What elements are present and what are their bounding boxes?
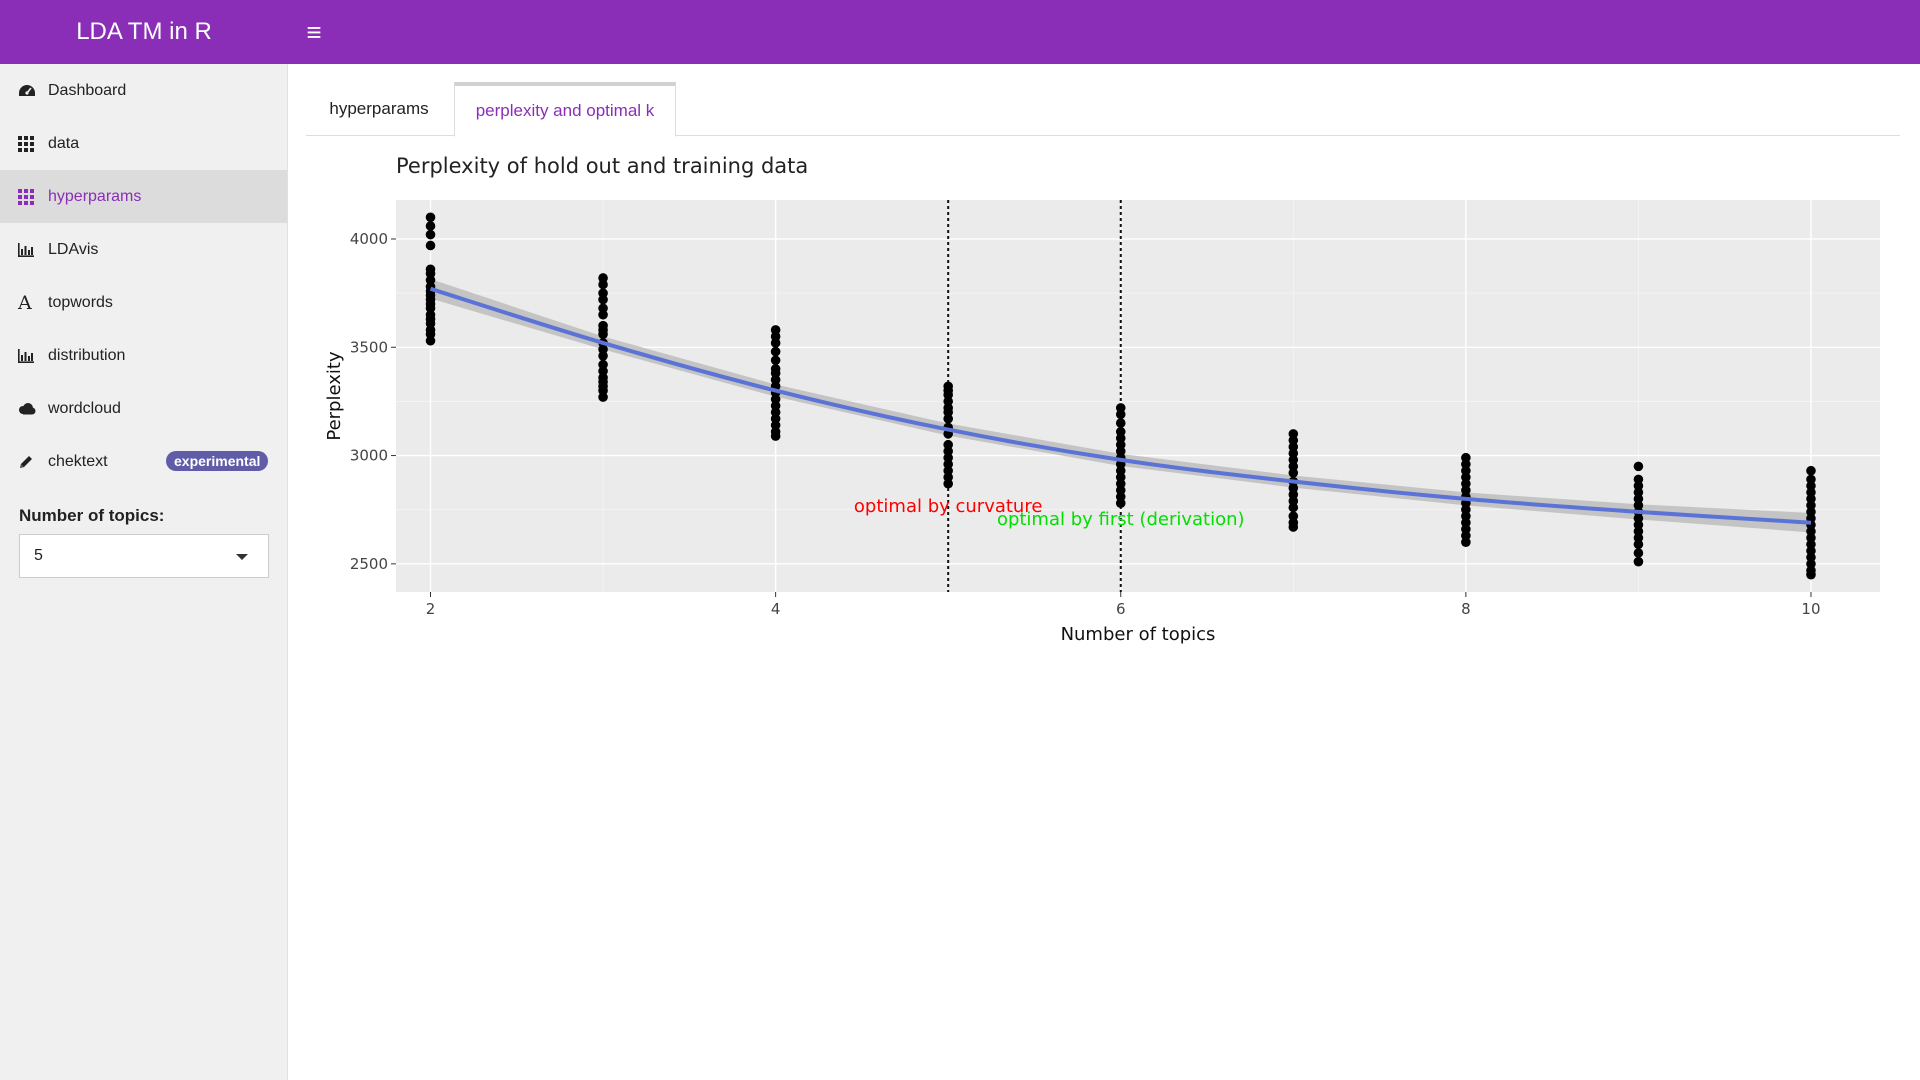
x-tick-label: 4 xyxy=(771,600,781,618)
x-tick-label: 10 xyxy=(1801,600,1820,618)
data-point xyxy=(770,338,781,348)
data-point xyxy=(425,229,436,240)
app-header: LDA TM in R ≡ xyxy=(0,0,1920,64)
y-axis-label: Perplexity xyxy=(324,351,345,441)
sidebar-item-label: data xyxy=(48,134,80,152)
chart-title: Perplexity of hold out and training data xyxy=(396,154,809,178)
sidebar-item-label: chektext xyxy=(48,452,108,470)
bar-chart-icon xyxy=(18,242,48,257)
main-content: hyperparams perplexity and optimal k Per… xyxy=(288,64,1920,1080)
x-tick-label: 2 xyxy=(426,600,436,618)
sidebar-item-chektext[interactable]: chektext experimental xyxy=(0,435,287,488)
data-point xyxy=(770,431,781,441)
x-tick-label: 8 xyxy=(1461,600,1471,618)
x-tick-label: 6 xyxy=(1116,600,1126,618)
data-point xyxy=(425,335,436,346)
data-point xyxy=(1633,548,1644,558)
y-tick-label: 4000 xyxy=(350,230,388,248)
data-point xyxy=(1115,498,1126,509)
smooth-line xyxy=(429,286,1812,525)
data-point xyxy=(425,221,436,231)
y-tick-label: 2500 xyxy=(350,555,388,573)
sidebar: Dashboard data hyperparams LDAvis A topw… xyxy=(0,64,288,1080)
topics-select-value: 5 xyxy=(34,547,43,564)
perplexity-chart: Perplexity of hold out and training data… xyxy=(288,144,1920,744)
sidebar-item-label: distribution xyxy=(48,346,126,364)
sidebar-item-data[interactable]: data xyxy=(0,117,287,170)
data-point xyxy=(1115,418,1126,428)
sidebar-item-label: LDAvis xyxy=(48,240,99,258)
tab-bar: hyperparams perplexity and optimal k xyxy=(306,82,1900,137)
sidebar-item-dashboard[interactable]: Dashboard xyxy=(0,64,287,117)
data-point xyxy=(1288,468,1299,478)
annotation-label: optimal by curvature xyxy=(854,496,1043,517)
sidebar-item-hyperparams[interactable]: hyperparams xyxy=(0,170,287,223)
topics-select[interactable]: 5 xyxy=(19,534,269,578)
data-point xyxy=(1461,537,1471,547)
data-point xyxy=(943,478,953,489)
sidebar-item-topwords[interactable]: A topwords xyxy=(0,276,287,329)
sidebar-item-distribution[interactable]: distribution xyxy=(0,329,287,382)
data-point xyxy=(1633,556,1644,567)
data-point xyxy=(1288,522,1299,532)
cloud-icon xyxy=(18,402,48,415)
data-point xyxy=(598,294,608,305)
sidebar-item-wordcloud[interactable]: wordcloud xyxy=(0,382,287,435)
data-point xyxy=(1633,539,1644,550)
data-point xyxy=(1288,502,1299,513)
data-point xyxy=(943,413,953,424)
tab-perplexity-optimal-k[interactable]: perplexity and optimal k xyxy=(454,82,676,137)
data-point xyxy=(598,351,608,361)
font-icon: A xyxy=(18,291,32,314)
data-point xyxy=(1806,569,1816,580)
data-point xyxy=(770,346,781,357)
sidebar-item-ldavis[interactable]: LDAvis xyxy=(0,223,287,276)
data-point xyxy=(1115,409,1126,420)
data-point xyxy=(770,355,781,366)
sidebar-item-label: wordcloud xyxy=(48,399,121,417)
y-tick-label: 3500 xyxy=(350,338,388,356)
grid-icon xyxy=(18,188,48,205)
data-point xyxy=(425,240,436,251)
confidence-band xyxy=(430,279,1811,533)
app-title[interactable]: LDA TM in R xyxy=(76,18,212,45)
bar-chart-icon xyxy=(18,348,48,363)
plot-panel xyxy=(396,200,1880,592)
sidebar-item-label: Dashboard xyxy=(48,81,127,99)
y-tick-label: 3000 xyxy=(350,447,388,465)
sidebar-item-label: topwords xyxy=(48,293,113,311)
data-point xyxy=(1806,465,1816,476)
sidebar-item-label: hyperparams xyxy=(48,187,142,205)
grid-icon xyxy=(18,135,48,152)
x-axis-label: Number of topics xyxy=(1061,624,1216,645)
chevron-down-icon xyxy=(236,554,248,560)
topics-label: Number of topics: xyxy=(19,506,165,525)
data-point xyxy=(425,212,436,223)
tab-hyperparams[interactable]: hyperparams xyxy=(329,99,429,118)
data-point xyxy=(598,329,608,340)
data-point xyxy=(1633,461,1644,472)
data-point xyxy=(598,392,608,402)
experimental-badge: experimental xyxy=(166,451,269,471)
pencil-icon xyxy=(18,454,48,470)
data-point xyxy=(598,279,608,290)
dashboard-icon xyxy=(18,83,48,99)
annotation-label: optimal by first (derivation) xyxy=(997,509,1245,530)
data-point xyxy=(598,309,608,320)
hamburger-icon[interactable]: ≡ xyxy=(306,16,322,47)
